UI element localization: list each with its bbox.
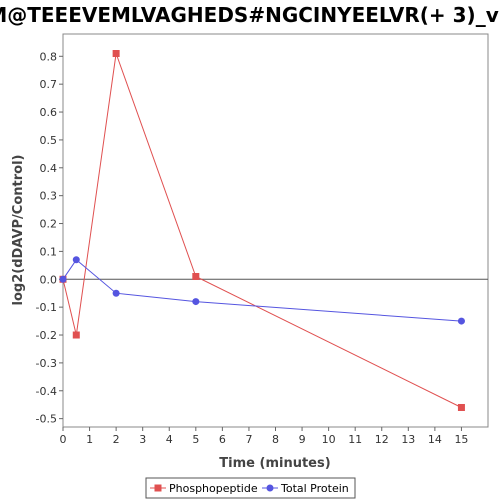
y-tick-label: 0.3 bbox=[40, 190, 58, 203]
x-axis-label: Time (minutes) bbox=[219, 456, 330, 471]
data-point bbox=[457, 317, 465, 325]
data-point bbox=[112, 50, 120, 58]
legend: Phosphopeptide Total Protein bbox=[145, 477, 356, 499]
y-tick-label: 0.6 bbox=[40, 106, 58, 119]
x-tick-label: 14 bbox=[428, 433, 442, 446]
legend-label: Phosphopeptide bbox=[169, 482, 258, 495]
x-tick-label: 0 bbox=[60, 433, 67, 446]
data-point bbox=[192, 272, 200, 280]
x-tick-label: 9 bbox=[299, 433, 306, 446]
x-tick-label: 2 bbox=[113, 433, 120, 446]
x-tick-label: 10 bbox=[322, 433, 336, 446]
y-tick-label: 0.1 bbox=[40, 245, 58, 258]
series-group bbox=[59, 50, 465, 411]
data-point bbox=[457, 403, 465, 411]
data-point bbox=[112, 289, 120, 297]
y-tick-label: -0.4 bbox=[36, 385, 57, 398]
chart-title: M@TEEEVEMLVAGHEDS#NGCINYEELVR(+ 3)_v1 bbox=[0, 3, 500, 27]
y-tick-label: 0.2 bbox=[40, 218, 58, 231]
y-axis-label: log2(dDAVP/Control) bbox=[11, 155, 26, 306]
x-tick-label: 4 bbox=[166, 433, 173, 446]
y-tick-label: 0.0 bbox=[40, 273, 58, 286]
y-tick-label: -0.3 bbox=[36, 357, 57, 370]
x-tick-label: 1 bbox=[86, 433, 93, 446]
data-point bbox=[192, 298, 200, 306]
x-tick-label: 12 bbox=[375, 433, 389, 446]
data-point bbox=[59, 275, 67, 283]
y-tick-label: 0.5 bbox=[40, 134, 58, 147]
x-tick-label: 3 bbox=[139, 433, 146, 446]
x-tick-label: 7 bbox=[245, 433, 252, 446]
x-tick-label: 6 bbox=[219, 433, 226, 446]
y-tick-label: 0.4 bbox=[40, 162, 58, 175]
legend-item: Total Protein bbox=[262, 482, 349, 495]
y-tick-label: 0.8 bbox=[40, 50, 58, 63]
y-tick-label: -0.5 bbox=[36, 413, 57, 426]
x-tick-label: 8 bbox=[272, 433, 279, 446]
y-tick-label: 0.7 bbox=[40, 78, 58, 91]
legend-marker bbox=[266, 484, 274, 492]
y-tick-label: -0.1 bbox=[36, 301, 57, 314]
plot-area bbox=[62, 33, 489, 428]
y-axis: -0.5 -0.4 -0.3 -0.2 -0.1 0.0 0.1 0.2 0.3 0.4 0.5 0.… bbox=[36, 50, 63, 426]
legend-item: Phosphopeptide bbox=[150, 482, 258, 495]
legend-marker bbox=[154, 484, 162, 492]
x-tick-label: 11 bbox=[348, 433, 362, 446]
x-tick-label: 13 bbox=[401, 433, 415, 446]
legend-label: Total Protein bbox=[280, 482, 349, 495]
data-point bbox=[72, 256, 80, 264]
data-point bbox=[72, 331, 80, 339]
x-tick-label: 5 bbox=[192, 433, 199, 446]
legend-box bbox=[145, 477, 356, 499]
y-tick-label: -0.2 bbox=[36, 329, 57, 342]
x-axis: 0 1 2 3 4 5 6 7 8 9 10 11 12 13 14 15 bbox=[60, 427, 468, 446]
series-total-protein bbox=[59, 256, 465, 325]
x-tick-label: 15 bbox=[454, 433, 468, 446]
